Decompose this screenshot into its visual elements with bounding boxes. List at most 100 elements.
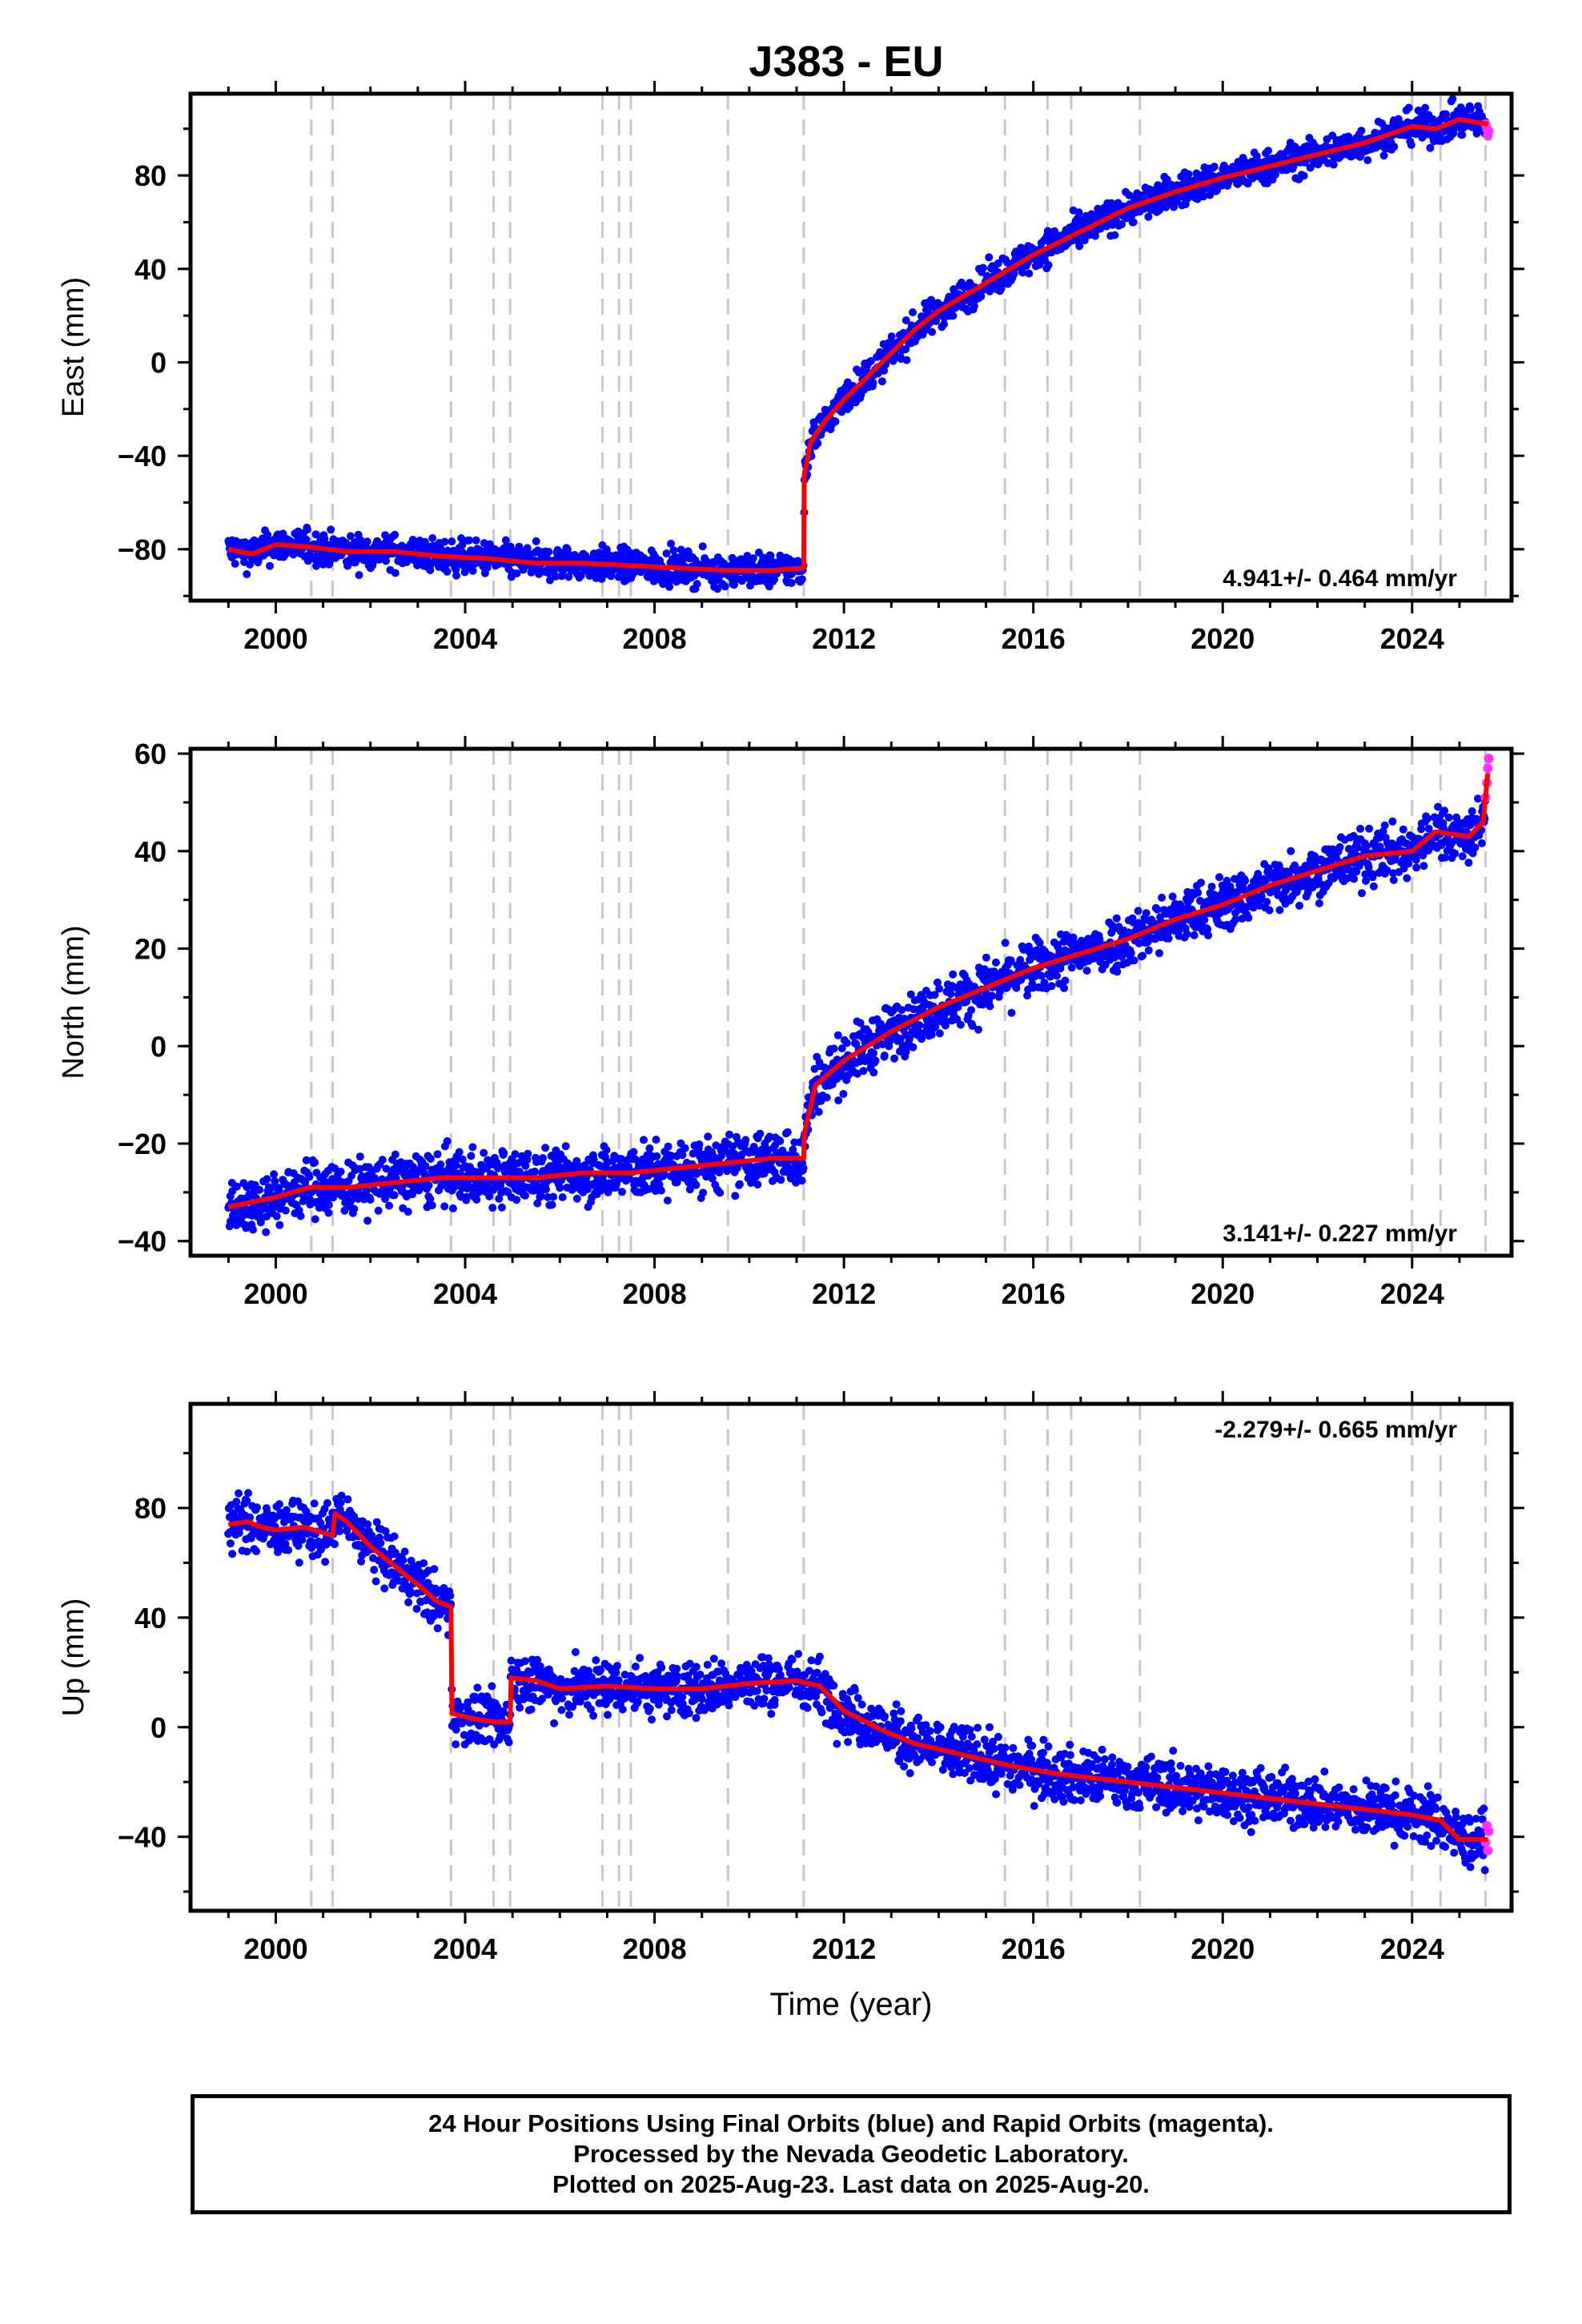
final-orbit-point bbox=[994, 259, 1002, 267]
final-orbit-point bbox=[263, 1508, 271, 1517]
final-orbit-point bbox=[1134, 907, 1142, 915]
model-trend-line bbox=[227, 117, 1488, 573]
final-orbit-point bbox=[1419, 862, 1428, 870]
final-orbit-point bbox=[901, 1047, 910, 1056]
final-orbit-point bbox=[837, 1044, 846, 1053]
final-orbit-point bbox=[833, 1031, 842, 1039]
final-orbit-point bbox=[1215, 873, 1223, 882]
x-tick-label: 2004 bbox=[433, 1277, 497, 1310]
final-orbit-point bbox=[1448, 94, 1457, 103]
final-orbit-point bbox=[731, 1192, 740, 1200]
final-orbit-point bbox=[712, 1141, 721, 1150]
final-orbit-point bbox=[931, 1023, 940, 1031]
final-orbit-point bbox=[545, 576, 554, 585]
final-orbit-point bbox=[262, 1228, 271, 1236]
final-orbit-point bbox=[685, 1185, 694, 1194]
final-orbit-point bbox=[544, 1192, 552, 1201]
final-orbit-point bbox=[733, 1164, 741, 1172]
final-orbit-point bbox=[311, 1158, 319, 1167]
final-orbit-point bbox=[343, 561, 352, 570]
final-orbit-point bbox=[455, 1148, 464, 1156]
final-orbit-point bbox=[853, 1069, 861, 1078]
final-orbit-point bbox=[829, 1044, 838, 1053]
final-orbit-point bbox=[930, 991, 939, 999]
final-orbit-point bbox=[1016, 955, 1025, 964]
x-tick-label: 2012 bbox=[812, 622, 876, 655]
final-orbit-point bbox=[275, 1220, 284, 1229]
final-orbit-point bbox=[831, 417, 840, 426]
final-orbit-point bbox=[1423, 814, 1432, 822]
y-tick-label: −40 bbox=[118, 440, 167, 472]
final-orbit-point bbox=[252, 1547, 261, 1556]
final-orbit-point bbox=[978, 263, 987, 272]
final-orbit-point bbox=[539, 1154, 547, 1163]
x-tick-label: 2008 bbox=[623, 622, 687, 655]
final-orbit-point bbox=[355, 571, 363, 580]
final-orbit-point bbox=[1197, 879, 1205, 887]
final-orbit-point bbox=[1129, 218, 1138, 227]
final-orbit-point bbox=[336, 1498, 345, 1507]
y-tick-label: 0 bbox=[151, 346, 167, 379]
final-orbit-point bbox=[1112, 914, 1121, 923]
final-orbit-point bbox=[834, 1096, 843, 1105]
final-orbit-point bbox=[1441, 853, 1449, 862]
final-orbit-point bbox=[458, 541, 467, 549]
final-orbit-point bbox=[1388, 817, 1397, 826]
final-orbit-point bbox=[1075, 242, 1084, 251]
final-orbit-point bbox=[1295, 902, 1303, 910]
final-orbit-point bbox=[1056, 964, 1065, 973]
final-orbit-point bbox=[1287, 846, 1295, 855]
final-orbit-point bbox=[681, 1144, 689, 1152]
final-orbit-point bbox=[1411, 855, 1420, 864]
final-orbit-point bbox=[523, 544, 532, 553]
final-orbit-point bbox=[1060, 983, 1069, 992]
final-orbit-point bbox=[1265, 906, 1274, 915]
final-orbit-point bbox=[940, 320, 949, 328]
final-orbit-point bbox=[986, 1002, 994, 1011]
final-orbit-point bbox=[749, 554, 757, 563]
final-orbit-point bbox=[495, 1194, 504, 1203]
final-orbit-point bbox=[1243, 179, 1252, 188]
final-orbit-point bbox=[350, 1204, 359, 1213]
final-orbit-point bbox=[310, 1499, 319, 1508]
final-orbit-point bbox=[324, 1208, 333, 1217]
final-orbit-point bbox=[319, 1176, 328, 1185]
final-orbit-point bbox=[460, 568, 469, 577]
final-orbit-point bbox=[909, 1043, 917, 1051]
final-orbit-point bbox=[264, 1183, 273, 1192]
final-orbit-point bbox=[1271, 171, 1279, 179]
final-orbit-point bbox=[629, 1148, 638, 1156]
final-orbit-point bbox=[1291, 861, 1299, 870]
final-orbit-point bbox=[1074, 208, 1083, 217]
final-orbit-point bbox=[617, 549, 625, 557]
final-orbit-point bbox=[281, 1539, 290, 1548]
final-orbit-point bbox=[249, 1225, 257, 1234]
final-orbit-point bbox=[652, 1136, 661, 1144]
final-orbit-point bbox=[501, 536, 510, 545]
panel-2: 2000 2004 2008 2012 2016 2020 2024−40−20020406… bbox=[57, 736, 1524, 1310]
final-orbit-point bbox=[426, 1195, 435, 1204]
final-orbit-point bbox=[390, 1191, 399, 1200]
final-orbit-point bbox=[448, 537, 456, 546]
final-orbit-point bbox=[935, 984, 944, 993]
final-orbit-point bbox=[1350, 875, 1359, 883]
final-orbit-point bbox=[266, 561, 274, 570]
final-orbit-point bbox=[589, 1155, 598, 1164]
final-orbit-point bbox=[436, 1160, 445, 1169]
final-orbit-point bbox=[1207, 883, 1216, 891]
final-orbit-point bbox=[935, 1029, 944, 1038]
final-orbit-point bbox=[512, 569, 521, 577]
final-orbit-point bbox=[383, 1190, 391, 1199]
final-orbit-point bbox=[428, 534, 437, 542]
final-orbit-point bbox=[381, 531, 390, 540]
final-orbit-point bbox=[644, 1184, 653, 1193]
final-orbit-point bbox=[956, 1020, 965, 1029]
final-orbit-point bbox=[1213, 186, 1222, 195]
final-orbit-point bbox=[1118, 220, 1126, 228]
final-orbit-point bbox=[235, 1489, 243, 1498]
final-orbit-point bbox=[1184, 170, 1193, 179]
final-orbit-point bbox=[359, 556, 368, 565]
final-orbit-point bbox=[985, 253, 994, 262]
plot-area bbox=[224, 1404, 1494, 1911]
final-orbit-point bbox=[311, 1215, 319, 1224]
